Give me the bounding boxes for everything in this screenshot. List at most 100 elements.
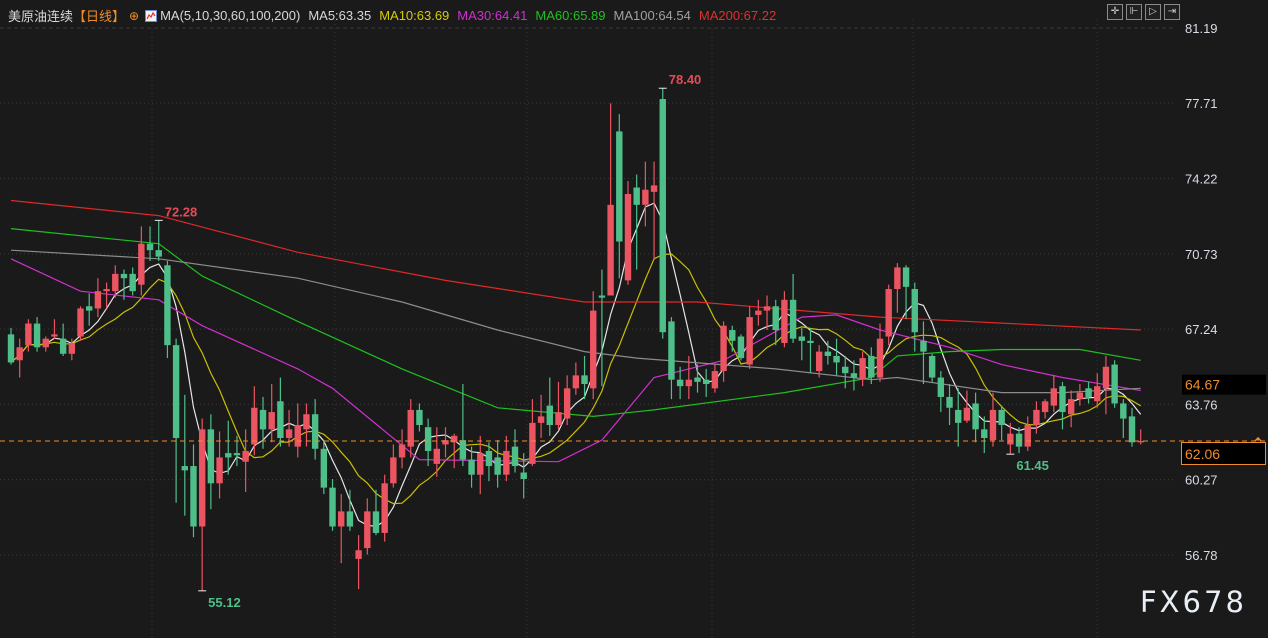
candle-body: [416, 409, 423, 426]
candle: [902, 265, 910, 320]
candle-body: [607, 204, 614, 296]
candle: [1094, 373, 1101, 408]
candle-body: [876, 338, 884, 378]
candle: [164, 260, 171, 359]
candle-body: [642, 189, 649, 205]
annotations: 78.40 72.28 55.12 61.45 ⏶: [0, 72, 1268, 610]
y-tick-label: 70.73: [1185, 247, 1218, 262]
price-axis[interactable]: 81.19 77.71 74.22 70.73 67.24 63.76 60.27 56.78…: [1181, 21, 1267, 563]
candle-body: [807, 340, 814, 343]
candle-body: [981, 429, 988, 438]
candle: [77, 306, 84, 341]
candle-body: [928, 355, 936, 378]
candle-body: [346, 511, 354, 527]
candle: [772, 299, 779, 346]
candle-body: [216, 457, 223, 484]
candle-body: [42, 338, 49, 348]
candle-body: [129, 273, 136, 292]
candle: [955, 388, 962, 447]
last-price-box: [1181, 442, 1266, 466]
candle-body: [442, 440, 449, 445]
candle-body: [537, 416, 545, 423]
crosshair-circle-icon[interactable]: ⊕: [129, 8, 140, 23]
candle-body: [842, 366, 849, 374]
candle: [242, 429, 249, 492]
candle-body: [94, 291, 102, 309]
candle: [1059, 381, 1066, 430]
candle: [676, 366, 684, 400]
candle-body: [338, 511, 345, 527]
candle-body: [390, 457, 397, 484]
candle: [259, 396, 267, 449]
candle-body: [598, 295, 606, 298]
candle: [7, 327, 15, 365]
candle-body: [798, 336, 805, 341]
candle-body: [364, 511, 371, 549]
y-tick-label: 60.27: [1185, 473, 1218, 488]
candle: [468, 446, 475, 488]
candle: [25, 319, 32, 352]
zoom-axis-icon[interactable]: ⊩: [1126, 4, 1142, 20]
candle: [694, 364, 701, 393]
candle-body: [659, 99, 666, 333]
candle: [1067, 390, 1075, 428]
crosshair-icon[interactable]: ✛: [1107, 4, 1123, 20]
candle-body: [503, 450, 510, 475]
candle-body: [1076, 392, 1084, 400]
candle: [433, 427, 441, 477]
ma-line-ma200: [10, 199, 1141, 331]
scroll-to-latest-icon[interactable]: ⏶: [1254, 434, 1262, 445]
y-tick-label: 63.76: [1185, 397, 1218, 412]
candle: [190, 444, 197, 538]
candle: [494, 440, 501, 488]
candle-body: [259, 409, 267, 430]
play-forward-icon[interactable]: ▷: [1145, 4, 1161, 20]
candle: [86, 293, 93, 326]
last-price-label: 62.06: [1185, 446, 1220, 462]
candle: [1076, 384, 1084, 406]
candle: [120, 269, 128, 300]
candle-body: [668, 321, 675, 380]
candle-body: [815, 351, 823, 372]
candle-body: [546, 405, 553, 426]
period-selector[interactable]: 【日线】: [73, 9, 126, 24]
indicator-chart-icon[interactable]: [145, 9, 158, 22]
candle-body: [694, 377, 701, 382]
candle-body: [1085, 388, 1092, 397]
candle-body: [433, 448, 441, 464]
candle: [1050, 375, 1057, 413]
candles: [7, 88, 1144, 591]
candle-body: [1059, 386, 1066, 413]
ma-params[interactable]: MA(5,10,30,60,100,200): [160, 8, 301, 23]
candle: [416, 403, 423, 432]
jump-to-end-icon[interactable]: ⇥: [1164, 4, 1180, 20]
candle: [407, 399, 414, 458]
candle: [868, 347, 875, 385]
candle: [1137, 429, 1144, 445]
ma-line-ma30: [10, 258, 1141, 463]
candle: [398, 429, 406, 469]
candle: [503, 435, 510, 482]
candle-body: [164, 265, 171, 346]
candle: [833, 338, 840, 376]
candle-body: [633, 187, 640, 205]
candle: [172, 338, 180, 503]
candle-body: [772, 306, 779, 331]
candle-body: [850, 373, 858, 378]
candle-body: [624, 194, 632, 281]
candle: [885, 284, 892, 346]
candle: [1007, 422, 1014, 455]
candle: [798, 327, 805, 361]
candle-body: [7, 334, 15, 363]
candle-body: [103, 289, 110, 292]
candle: [450, 433, 458, 469]
candle: [520, 453, 527, 499]
candle: [16, 338, 23, 378]
candle-body: [86, 306, 93, 311]
candle-body: [555, 412, 562, 426]
extreme-label-low: 61.45: [1016, 458, 1049, 473]
candle-body: [242, 450, 249, 462]
candle: [824, 340, 832, 365]
chart-toolbar: ✛ ⊩ ▷ ⇥: [1107, 4, 1180, 20]
